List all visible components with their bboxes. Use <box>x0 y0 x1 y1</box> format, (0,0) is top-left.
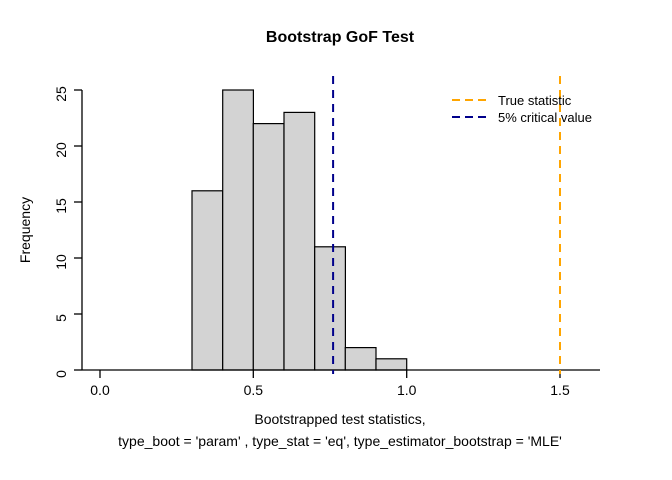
histogram-bar <box>314 246 347 371</box>
x-axis-label-line2: type_boot = 'param' , type_stat = 'eq', … <box>118 433 562 449</box>
reference-lines-group <box>332 76 561 374</box>
legend: True statistic 5% critical value <box>452 93 592 125</box>
x-tick-label: 0.0 <box>90 382 110 398</box>
y-ticks-group <box>74 89 82 371</box>
histogram-bar <box>375 358 408 371</box>
x-tick-label: 1.0 <box>397 382 417 398</box>
histogram-bar <box>283 111 316 371</box>
x-axis-label-line1: Bootstrapped test statistics, <box>254 411 425 427</box>
y-tick-label: 20 <box>53 142 69 158</box>
histogram-bar <box>191 190 224 371</box>
legend-label-critical-value: 5% critical value <box>498 110 592 125</box>
y-tick-label: 10 <box>53 254 69 270</box>
histogram-bar <box>344 347 377 371</box>
legend-label-true-statistic: True statistic <box>498 93 572 108</box>
histogram-bar <box>252 122 285 371</box>
x-ticks-group <box>99 370 561 378</box>
y-axis-label: Frequency <box>17 197 33 263</box>
y-tick-label: 25 <box>53 86 69 102</box>
y-tick-label: 5 <box>53 314 69 322</box>
x-tick-label: 1.5 <box>550 382 570 398</box>
x-tick-label: 0.5 <box>244 382 264 398</box>
x-tick-labels-group: 0.0 0.5 1.0 1.5 <box>90 382 570 398</box>
y-tick-label: 15 <box>53 198 69 214</box>
chart-title: Bootstrap GoF Test <box>266 29 415 46</box>
histogram-bar <box>222 89 254 371</box>
y-tick-labels-group: 0 5 10 15 20 25 <box>53 86 69 378</box>
histogram-bars-group <box>191 89 408 371</box>
y-tick-label: 0 <box>53 370 69 378</box>
